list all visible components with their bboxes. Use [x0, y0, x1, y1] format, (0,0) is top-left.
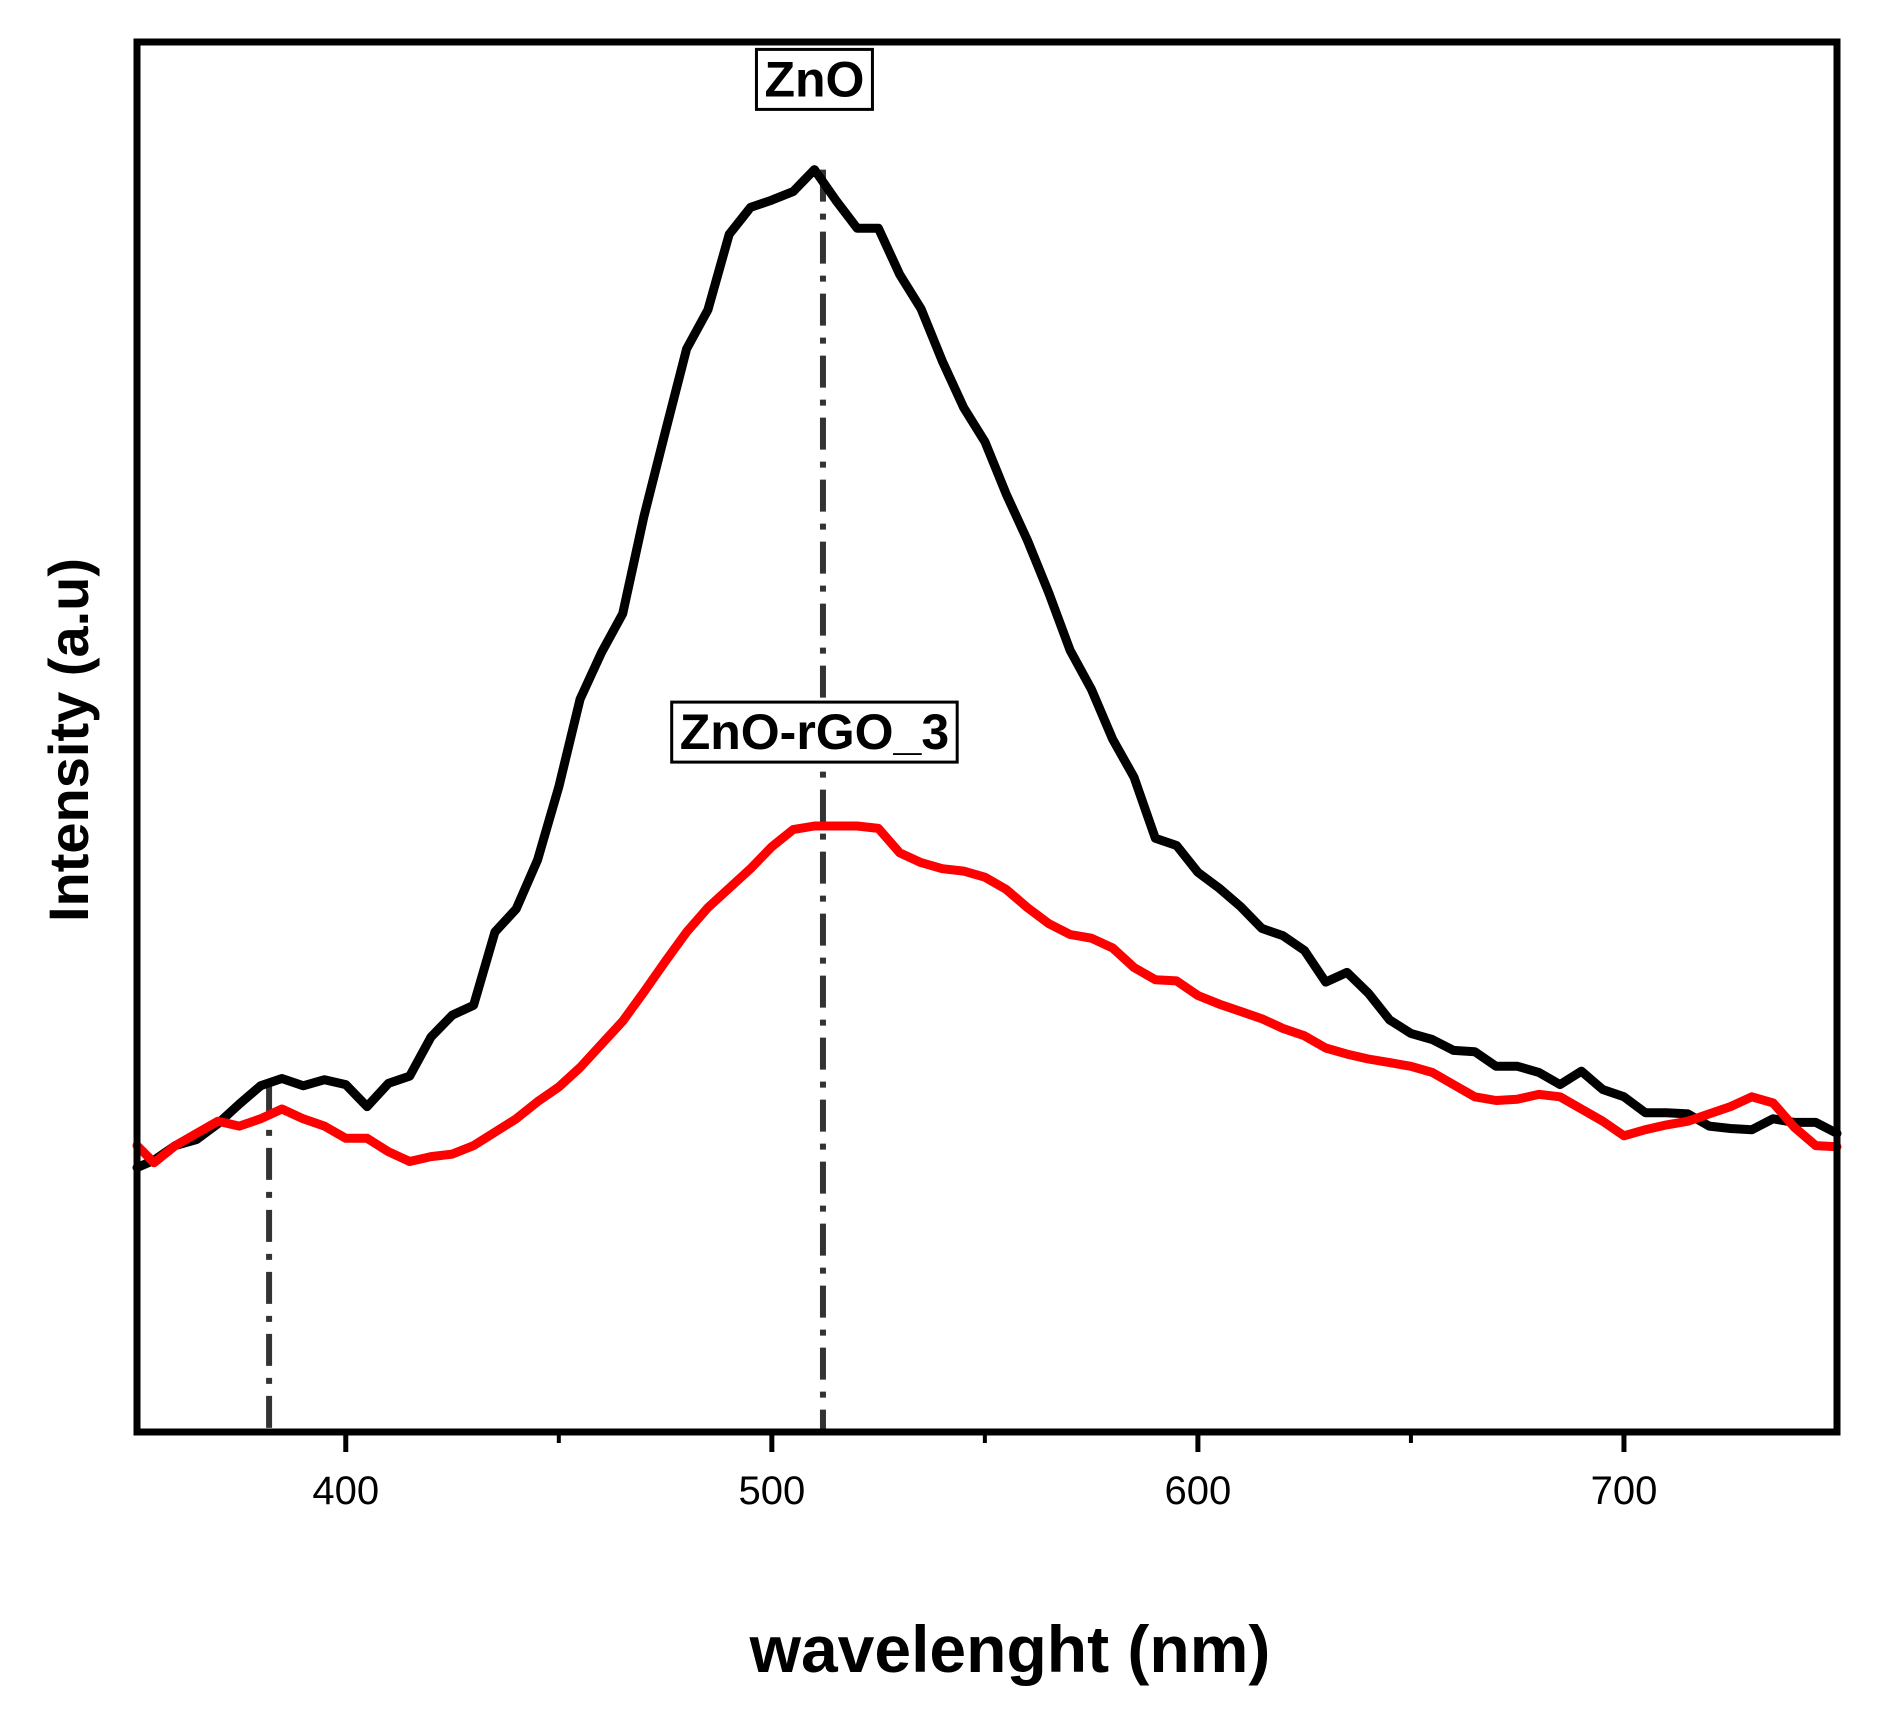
annotation-text: ZnO-rGO_3 — [680, 704, 949, 760]
series-line — [132, 821, 1842, 1168]
annotation-label: ZnO-rGO_3 — [670, 700, 959, 764]
annotation-text: ZnO — [764, 51, 864, 107]
x-tick-label: 400 — [312, 1469, 379, 1513]
annotations: ZnO ZnO-rGO_3 — [670, 47, 959, 764]
annotation-label: ZnO — [754, 47, 874, 111]
annotation-box — [670, 700, 959, 764]
x-tick-label: 500 — [738, 1469, 805, 1513]
x-axis-tick-labels: 400 500 600 700 — [312, 1469, 1657, 1513]
annotation-box — [754, 47, 874, 111]
x-tick-label: 600 — [1165, 1469, 1232, 1513]
x-tick-label: 700 — [1591, 1469, 1658, 1513]
peak-marker-lines — [266, 169, 826, 1430]
y-axis-title: Intensity (a.u) — [37, 558, 100, 922]
plot-frame — [133, 38, 1841, 1436]
x-axis-title: wavelenght (nm) — [749, 1612, 1271, 1686]
plot-series — [132, 165, 1842, 1173]
series-line — [132, 165, 1842, 1173]
